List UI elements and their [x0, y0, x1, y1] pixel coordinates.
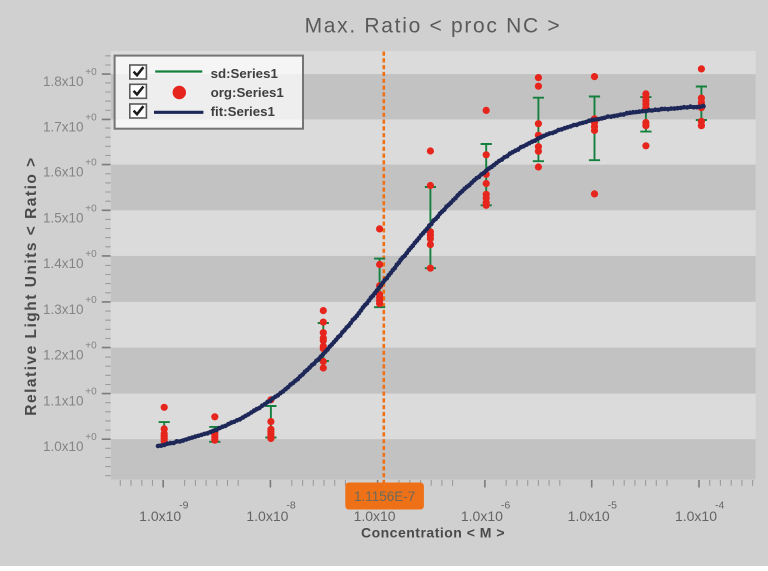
- svg-text:1.7x10: 1.7x10: [43, 119, 84, 134]
- svg-text:1.0x10: 1.0x10: [675, 508, 717, 524]
- svg-text:+0: +0: [85, 387, 97, 398]
- svg-text:1.6x10: 1.6x10: [43, 165, 84, 180]
- svg-text:Concentration < M >: Concentration < M >: [361, 525, 505, 541]
- svg-text:org:Series1: org:Series1: [211, 85, 285, 100]
- svg-text:1.4x10: 1.4x10: [43, 256, 84, 271]
- svg-text:+0: +0: [85, 341, 97, 352]
- svg-text:-8: -8: [286, 499, 295, 511]
- svg-text:1.1x10: 1.1x10: [43, 394, 84, 409]
- svg-text:+0: +0: [85, 158, 97, 169]
- svg-text:1.8x10: 1.8x10: [43, 74, 84, 89]
- svg-text:1.1156E-7: 1.1156E-7: [354, 489, 415, 504]
- svg-text:1.3x10: 1.3x10: [43, 302, 84, 317]
- svg-text:1.2x10: 1.2x10: [43, 348, 84, 363]
- svg-text:1.0x10: 1.0x10: [461, 508, 503, 524]
- svg-text:sd:Series1: sd:Series1: [211, 66, 279, 81]
- svg-text:1.0x10: 1.0x10: [354, 508, 396, 524]
- svg-text:Max. Ratio < proc NC >: Max. Ratio < proc NC >: [305, 15, 562, 38]
- svg-text:1.5x10: 1.5x10: [43, 210, 84, 225]
- svg-text:+0: +0: [85, 203, 97, 214]
- svg-text:Relative Light Units < Ratio >: Relative Light Units < Ratio >: [23, 156, 40, 415]
- svg-text:+0: +0: [85, 249, 97, 260]
- svg-text:-6: -6: [501, 499, 510, 511]
- svg-text:fit:Series1: fit:Series1: [211, 104, 276, 119]
- svg-text:+0: +0: [85, 112, 97, 123]
- svg-text:1.0x10: 1.0x10: [139, 508, 181, 524]
- svg-text:1.0x10: 1.0x10: [568, 508, 610, 524]
- svg-text:-4: -4: [715, 499, 724, 511]
- svg-text:-9: -9: [179, 499, 188, 511]
- svg-text:-5: -5: [608, 499, 617, 511]
- svg-text:1.0x10: 1.0x10: [246, 508, 288, 524]
- svg-text:1.0x10: 1.0x10: [43, 439, 84, 454]
- svg-text:+0: +0: [85, 432, 97, 443]
- svg-text:+0: +0: [85, 67, 97, 78]
- svg-text:+0: +0: [85, 295, 97, 306]
